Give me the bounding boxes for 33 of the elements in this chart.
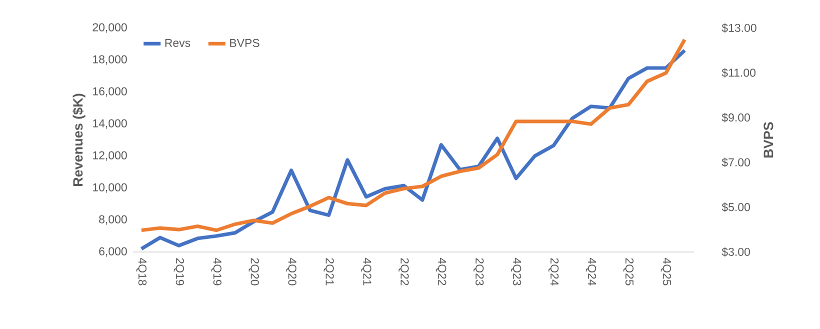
x-tick-label: 4Q21	[361, 258, 372, 286]
x-tick-label: 4Q24	[586, 258, 596, 286]
y-tick-label: 14,000	[93, 119, 127, 129]
x-tick-label: 4Q23	[510, 258, 522, 286]
x-tick-label: 4Q19	[211, 258, 222, 286]
y2-axis-title: BVPS	[764, 122, 774, 158]
legend-label: Revs	[165, 38, 190, 47]
x-tick-label: 4Q22	[436, 258, 446, 286]
y-tick-label: 10,000	[93, 183, 127, 193]
x-tick-label: 4Q25	[660, 258, 672, 286]
y2-tick-label: $5.00	[722, 202, 750, 212]
x-tick-label: 2Q23	[473, 258, 484, 286]
y-tick-label: 8,000	[99, 215, 127, 225]
x-tick-label: 4Q20	[286, 258, 296, 286]
x-tick-label: 2Q24	[548, 258, 559, 286]
legend-label: BVPS	[230, 38, 260, 48]
x-tick-label: 4Q18	[136, 258, 147, 286]
y2-tick-label: $13.00	[722, 23, 756, 33]
y2-tick-label: $11.00	[722, 68, 756, 78]
y2-tick-label: $9.00	[722, 112, 750, 122]
y-tick-label: 6,000	[99, 247, 127, 257]
y-axis-title: Revenues ($K)	[72, 94, 86, 186]
x-tick-label: 2Q20	[248, 258, 259, 286]
x-tick-label: 2Q25	[623, 258, 634, 286]
y2-tick-label: $3.00	[722, 247, 750, 257]
x-tick-label: 2Q21	[324, 258, 334, 286]
y-tick-label: 16,000	[93, 87, 127, 97]
y-tick-label: 18,000	[93, 55, 127, 65]
x-tick-label: 2Q19	[174, 258, 184, 286]
y2-tick-label: $7.00	[722, 158, 750, 168]
y-tick-label: 20,000	[92, 23, 127, 33]
y-tick-label: 12,000	[93, 151, 127, 161]
x-tick-label: 2Q22	[398, 258, 409, 286]
